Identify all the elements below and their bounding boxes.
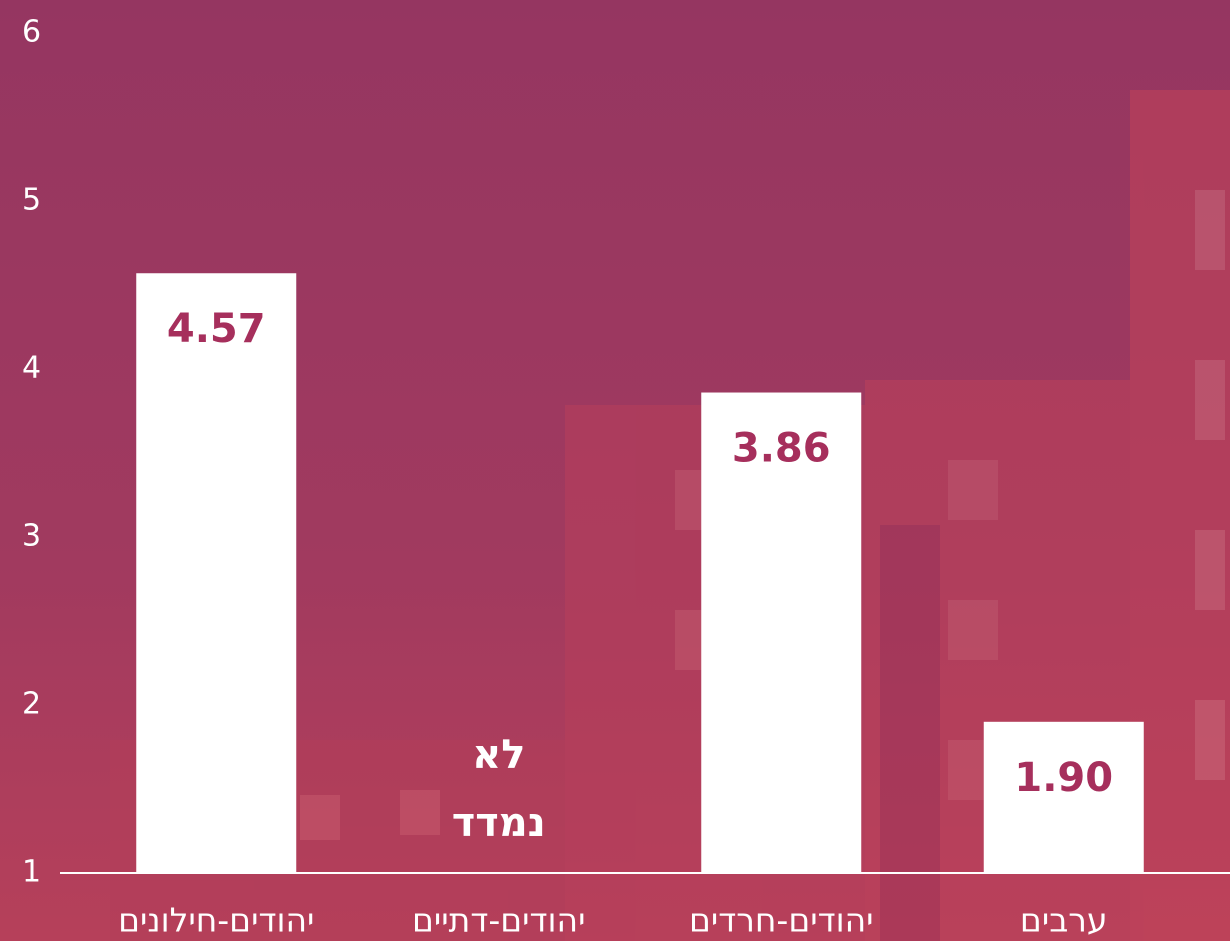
y-tick-label: 6	[22, 15, 41, 50]
y-tick-label: 1	[22, 855, 41, 890]
y-tick-label: 5	[22, 183, 41, 218]
y-tick-label: 4	[22, 351, 41, 386]
chart: 123456יהודים-חילונים4.57יהודים-דתייםלאנמ…	[0, 0, 1230, 941]
x-tick-label: יהודים-חרדים	[689, 901, 874, 940]
y-tick-label: 2	[22, 687, 41, 722]
bar	[136, 273, 296, 873]
x-tick-label: יהודים-חילונים	[118, 901, 314, 940]
value-label: 1.90	[1014, 755, 1113, 801]
value-label: 3.86	[732, 426, 831, 472]
x-tick-label: ערבים	[1020, 901, 1108, 940]
x-tick-label: יהודים-דתיים	[412, 901, 586, 940]
y-tick-label: 3	[22, 519, 41, 554]
value-label: 4.57	[167, 306, 266, 352]
